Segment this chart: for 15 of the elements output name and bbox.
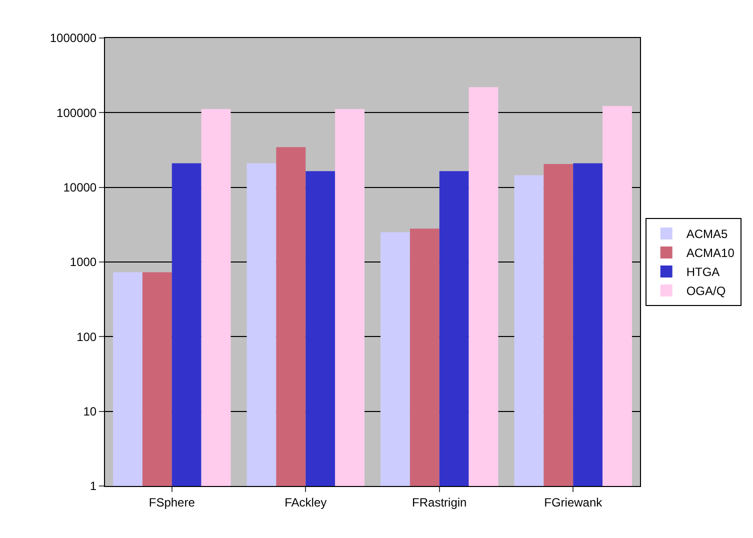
x-tick-label: FGriewank: [544, 495, 604, 510]
legend-label: HTGA: [686, 265, 720, 280]
legend-label: OGA/Q: [686, 284, 726, 298]
y-tick-label: 100000: [56, 106, 97, 120]
x-tick-label: FSphere: [148, 495, 196, 510]
y-tick-label: 100: [76, 330, 97, 344]
x-tick-label: FAckley: [284, 495, 327, 510]
y-tick-label: 1000000: [50, 31, 97, 46]
y-tick-label: 1000: [70, 255, 97, 270]
y-tick-label: 1: [90, 479, 97, 494]
legend-label: ACMA10: [686, 246, 735, 260]
x-tick-label: FRastrigin: [412, 495, 467, 510]
y-tick-label: 10000: [63, 180, 97, 195]
legend-label: ACMA5: [686, 227, 728, 242]
y-tick-label: 10: [83, 404, 97, 419]
